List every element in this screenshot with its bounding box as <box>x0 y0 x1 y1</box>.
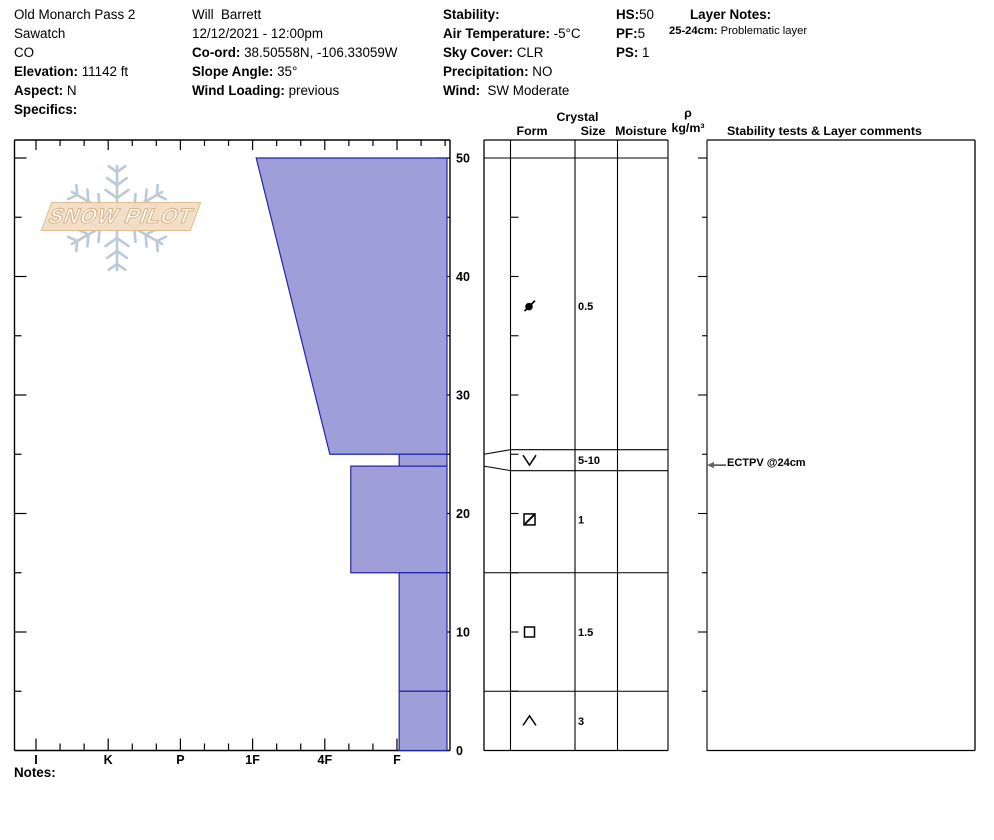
crystal-square-diagonal-icon <box>523 513 536 526</box>
hardness-layer-0 <box>255 157 448 455</box>
snowpilot-logo: SNOW PILOT <box>40 202 202 231</box>
precipitation: Precipitation: NO <box>443 64 553 79</box>
crystal-square-open-icon <box>523 626 536 638</box>
stability-test-annotation: ECTPV @24cm <box>727 457 806 469</box>
col-header-form: Form <box>516 124 548 138</box>
layer-note: 25-24cm: Problematic layer <box>669 25 808 37</box>
observer-name: Will Barrett <box>192 7 262 22</box>
air-temperature: Air Temperature: -5°C <box>443 26 581 41</box>
hardness-label-K: K <box>104 753 113 767</box>
col-header-crystal: Crystal <box>556 110 599 124</box>
depth-label-20: 20 <box>456 507 470 521</box>
site-region: Sawatch <box>14 26 66 41</box>
layer-notes-title: Layer Notes: <box>690 7 772 22</box>
site-name: Old Monarch Pass 2 <box>14 7 136 22</box>
snowpilot-logo-text: SNOW PILOT <box>45 204 197 228</box>
hs-total-depth: HS:50 <box>616 7 654 22</box>
col-header-size: Size <box>580 124 606 138</box>
grain-size-label: 0.5 <box>578 301 593 313</box>
site-specifics: Specifics: <box>14 102 78 117</box>
col-header-stability-comments: Stability tests & Layer comments <box>727 124 922 138</box>
wind: Wind: SW Moderate <box>443 83 570 98</box>
col-header-density-symbol: ρ <box>684 106 692 120</box>
grain-size-label: 1.5 <box>578 627 593 639</box>
depth-label-10: 10 <box>456 626 470 640</box>
annotation-arrowhead-icon <box>707 461 714 469</box>
slope-angle: Slope Angle: 35° <box>192 64 298 79</box>
observation-datetime: 12/12/2021 - 12:00pm <box>192 26 324 41</box>
depth-label-40: 40 <box>456 270 470 284</box>
hardness-layer-2 <box>350 465 448 574</box>
hardness-layer-4 <box>398 690 448 752</box>
coordinates: Co-ord: 38.50558N, -106.33059W <box>192 45 398 60</box>
site-elevation: Elevation: 11142 ft <box>14 64 129 79</box>
hardness-layer-1 <box>398 453 448 467</box>
depth-label-50: 50 <box>456 152 470 166</box>
crystal-rounded-grain-slash-icon <box>523 300 536 312</box>
hardness-label-P: P <box>176 753 184 767</box>
depth-label-30: 30 <box>456 389 470 403</box>
sky-cover: Sky Cover: CLR <box>443 45 544 60</box>
leader-line <box>483 449 511 455</box>
grain-size-label: 1 <box>578 514 584 526</box>
hardness-layer-3 <box>398 572 448 692</box>
ps-value: PS: 1 <box>616 45 650 60</box>
grain-size-label: 5-10 <box>578 455 600 467</box>
site-aspect: Aspect: N <box>14 83 77 98</box>
crystal-chevron-up-icon <box>522 714 537 726</box>
col-header-density-units: kg/m³ <box>671 121 705 135</box>
stability: Stability: <box>443 7 500 22</box>
grain-size-label: 3 <box>578 716 584 728</box>
crystal-surface-hoar-v-icon <box>522 454 537 467</box>
hardness-label-I: I <box>34 753 37 767</box>
hardness-label-4F: 4F <box>318 753 333 767</box>
hardness-label-1F: 1F <box>245 753 260 767</box>
wind-loading: Wind Loading: previous <box>192 83 340 98</box>
notes-label: Notes: <box>14 765 56 780</box>
pf-pit-depth: PF:5 <box>616 26 646 41</box>
col-header-moisture: Moisture <box>615 124 667 138</box>
site-state: CO <box>14 45 35 60</box>
hardness-label-F: F <box>393 753 401 767</box>
leader-line <box>483 465 511 472</box>
depth-label-0: 0 <box>456 744 463 758</box>
